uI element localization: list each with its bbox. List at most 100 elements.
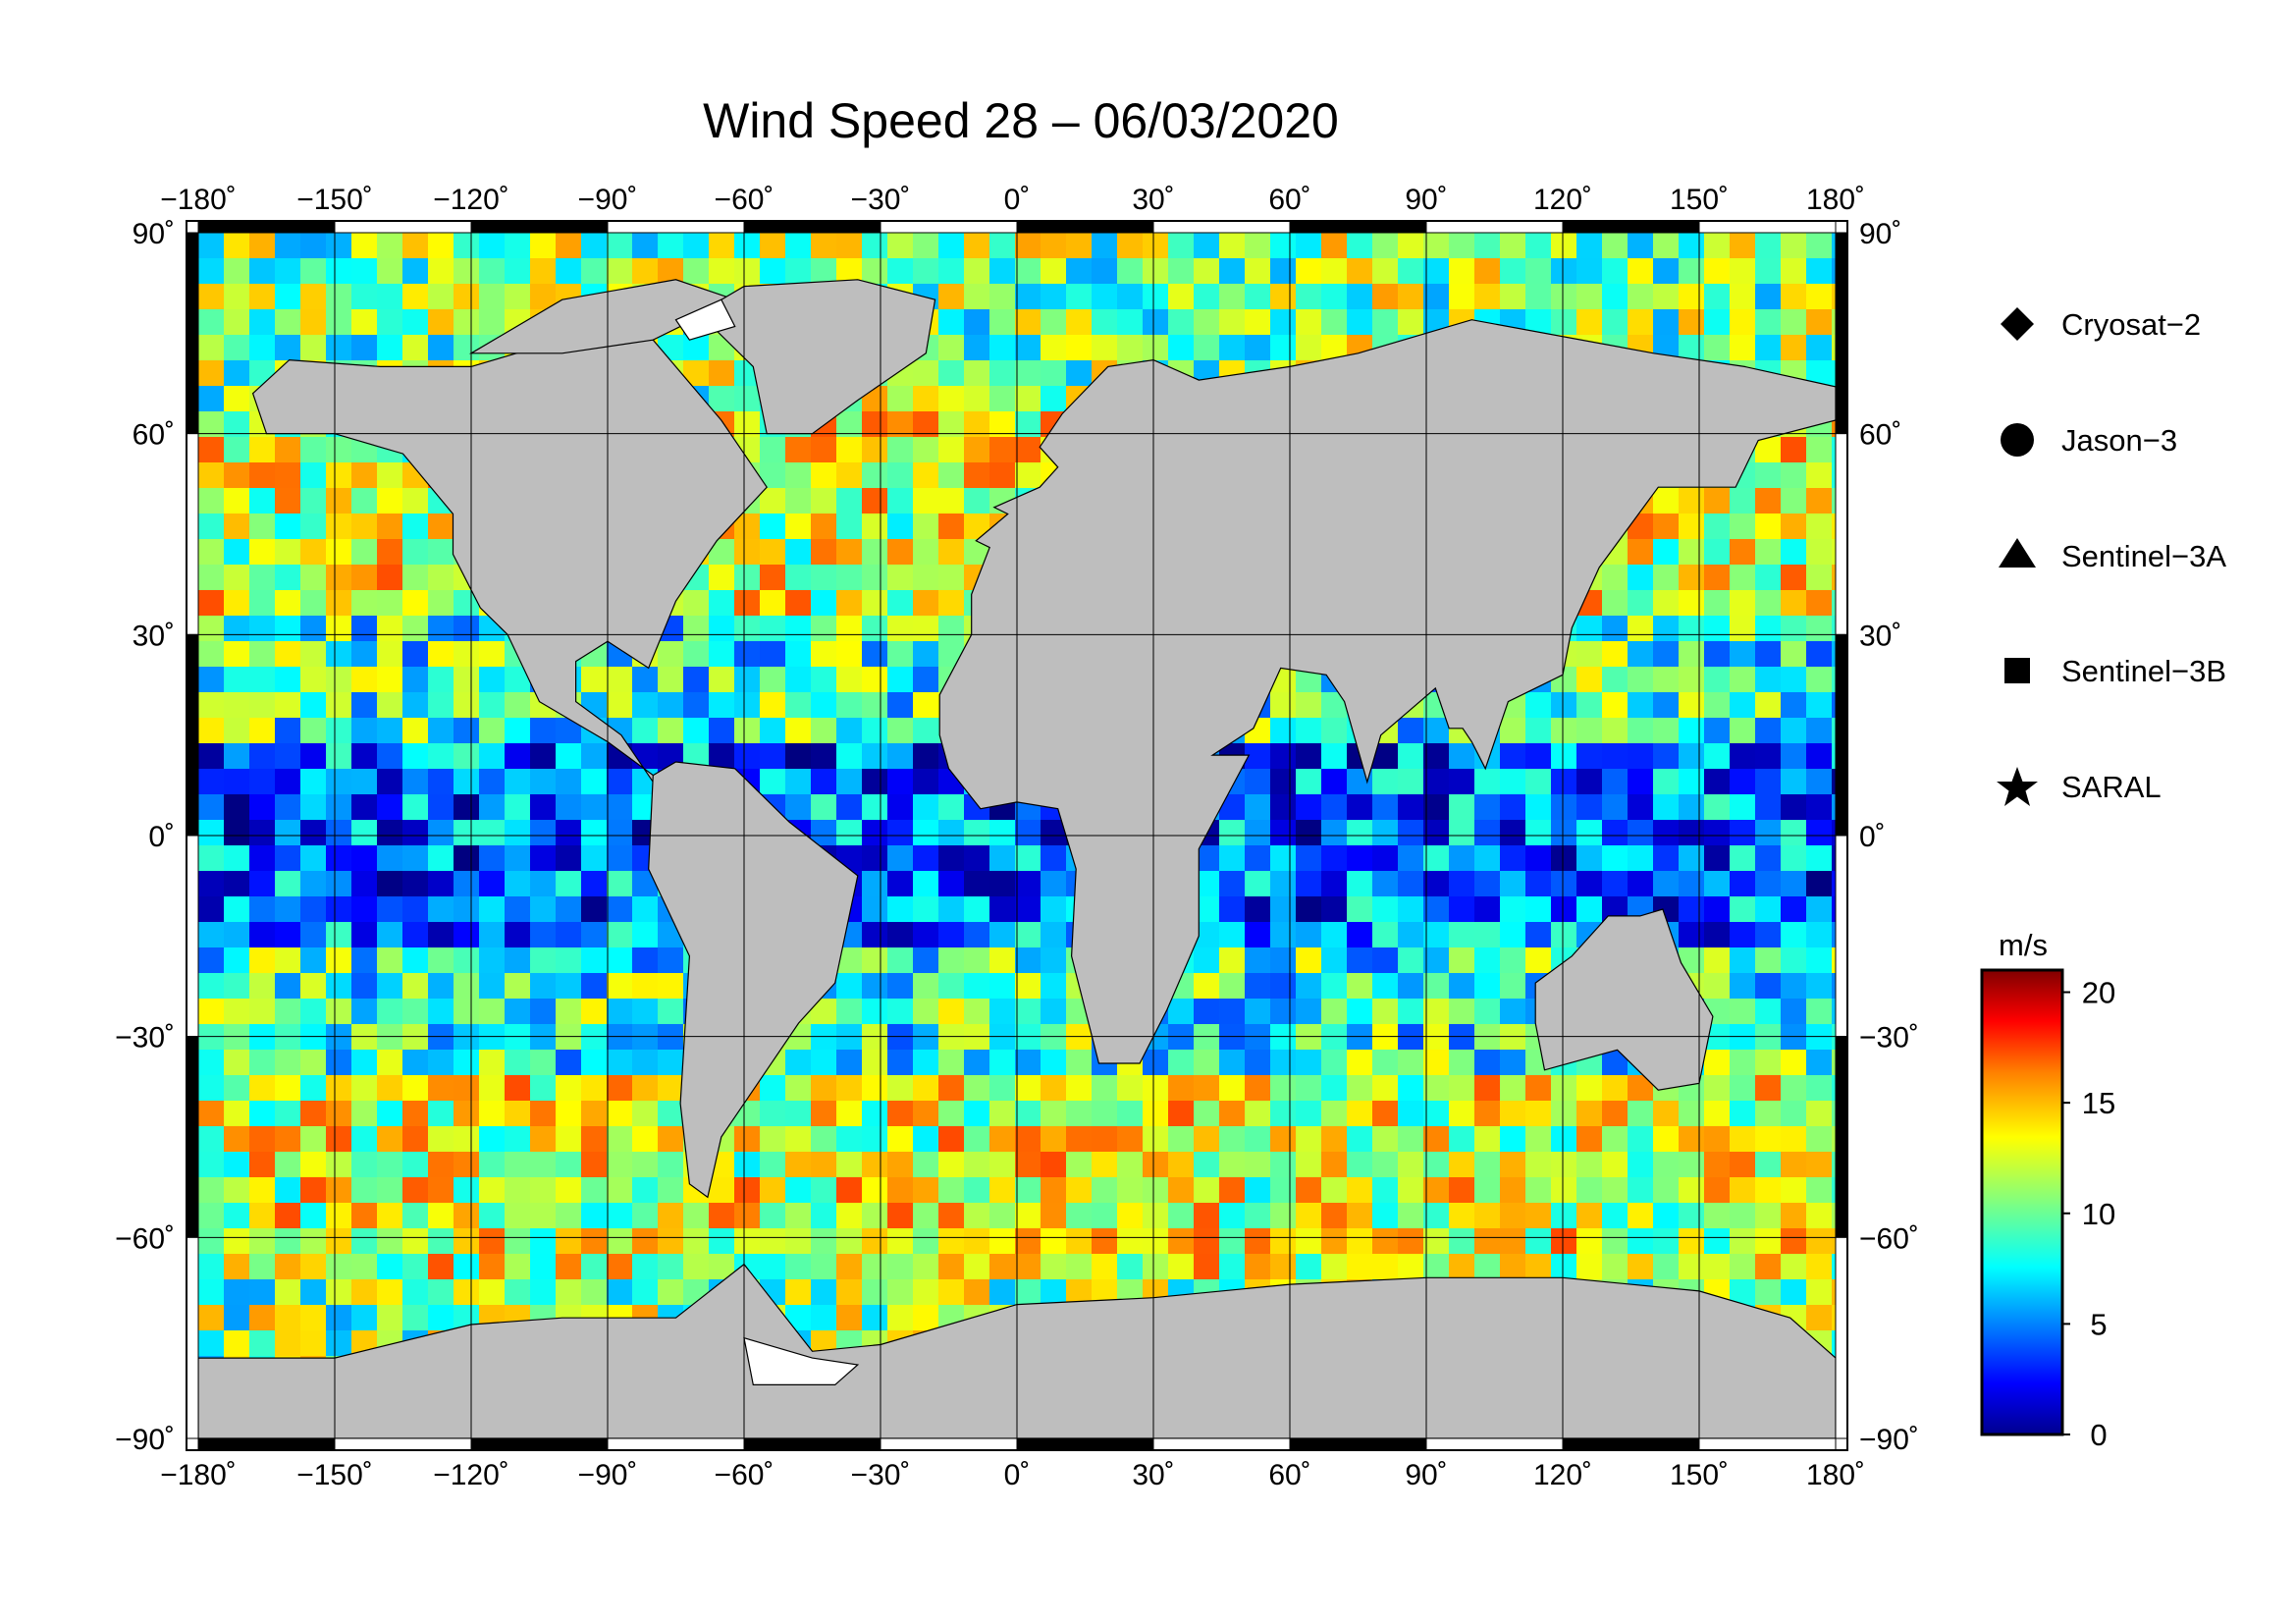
wind-cell [1628, 692, 1653, 718]
wind-cell [1832, 820, 1836, 845]
wind-cell [1092, 309, 1117, 335]
wind-cell [326, 1330, 351, 1356]
wind-cell [1015, 820, 1041, 845]
wind-cell [1755, 258, 1781, 284]
wind-cell [1551, 1228, 1576, 1254]
wind-cell [1730, 718, 1755, 743]
wind-cell [377, 820, 402, 845]
wind-cell [1602, 1228, 1628, 1254]
wind-cell [224, 947, 249, 973]
wind-cell [1730, 999, 1755, 1024]
wind-cell [1372, 871, 1398, 896]
wind-cell [658, 233, 683, 258]
wind-cell [351, 258, 377, 284]
wind-cell [913, 233, 938, 258]
wind-cell [402, 309, 428, 335]
wind-cell [1806, 1101, 1832, 1126]
wind-cell [402, 1254, 428, 1279]
wind-cell [811, 692, 836, 718]
wind-cell [402, 999, 428, 1024]
wind-cell [1679, 845, 1704, 871]
wind-cell [1730, 565, 1755, 590]
longitude-label: −150˚ [296, 1459, 373, 1491]
wind-cell [760, 769, 785, 794]
wind-cell [326, 871, 351, 896]
legend-item-sentinel3b: Sentinel−3B [2004, 654, 2226, 688]
wind-cell [1041, 284, 1066, 309]
wind-cell [351, 1126, 377, 1152]
wind-cell [1628, 1203, 1653, 1228]
wind-cell [300, 284, 326, 309]
wind-cell [1092, 1203, 1117, 1228]
wind-cell [556, 896, 581, 922]
wind-cell [249, 667, 275, 692]
wind-cell [377, 1254, 402, 1279]
wind-cell [479, 743, 505, 769]
wind-cell [1041, 1254, 1066, 1279]
wind-cell [402, 871, 428, 896]
wind-cell [530, 1126, 556, 1152]
wind-cell [377, 1126, 402, 1152]
wind-cell [428, 1177, 454, 1203]
wind-cell [1066, 1254, 1092, 1279]
wind-cell [862, 1075, 887, 1101]
frame-segment-top [197, 220, 336, 234]
wind-cell [1143, 233, 1168, 258]
wind-cell [862, 1101, 887, 1126]
wind-cell [1398, 820, 1423, 845]
wind-cell [1041, 1050, 1066, 1075]
wind-cell [428, 973, 454, 999]
wind-cell [1653, 514, 1679, 539]
wind-cell [938, 794, 964, 820]
wind-cell [938, 1126, 964, 1152]
wind-cell [1602, 590, 1628, 616]
wind-cell [198, 947, 224, 973]
wind-cell [1730, 1126, 1755, 1152]
wind-cell [1372, 999, 1398, 1024]
wind-cell [1092, 1254, 1117, 1279]
wind-cell [402, 692, 428, 718]
wind-cell [1474, 284, 1500, 309]
legend-label: Sentinel−3A [2061, 539, 2226, 573]
wind-cell [198, 386, 224, 411]
wind-cell [1143, 1152, 1168, 1177]
wind-cell [1219, 1101, 1245, 1126]
wind-cell [300, 616, 326, 641]
wind-cell [811, 488, 836, 514]
wind-cell [836, 999, 862, 1024]
wind-cell [224, 360, 249, 386]
wind-cell [1628, 1228, 1653, 1254]
colorbar-tick-label: 20 [2082, 976, 2115, 1010]
wind-cell [1704, 947, 1730, 973]
wind-cell [1628, 743, 1653, 769]
wind-cell [1525, 718, 1551, 743]
wind-cell [1781, 1152, 1806, 1177]
wind-cell [300, 437, 326, 462]
wind-cell [249, 641, 275, 667]
wind-cell [1755, 667, 1781, 692]
wind-cell [479, 1101, 505, 1126]
wind-cell [198, 1177, 224, 1203]
wind-cell [1296, 845, 1321, 871]
wind-cell [607, 1203, 632, 1228]
wind-cell [964, 1228, 989, 1254]
wind-cell [1449, 1228, 1474, 1254]
frame-segment-bottom [1152, 1437, 1291, 1451]
wind-cell [224, 233, 249, 258]
wind-cell [530, 284, 556, 309]
wind-cell [1143, 1177, 1168, 1203]
wind-cell [1015, 871, 1041, 896]
wind-cell [1398, 1075, 1423, 1101]
longitude-label: 180˚ [1806, 184, 1865, 216]
wind-cell [1015, 1152, 1041, 1177]
wind-cell [964, 1075, 989, 1101]
wind-cell [300, 769, 326, 794]
wind-cell [836, 233, 862, 258]
wind-cell [1755, 1075, 1781, 1101]
wind-cell [275, 1305, 300, 1330]
wind-cell [1806, 539, 1832, 565]
wind-cell [1628, 1177, 1653, 1203]
wind-cell [887, 1126, 913, 1152]
wind-cell [1704, 565, 1730, 590]
wind-cell [836, 1305, 862, 1330]
